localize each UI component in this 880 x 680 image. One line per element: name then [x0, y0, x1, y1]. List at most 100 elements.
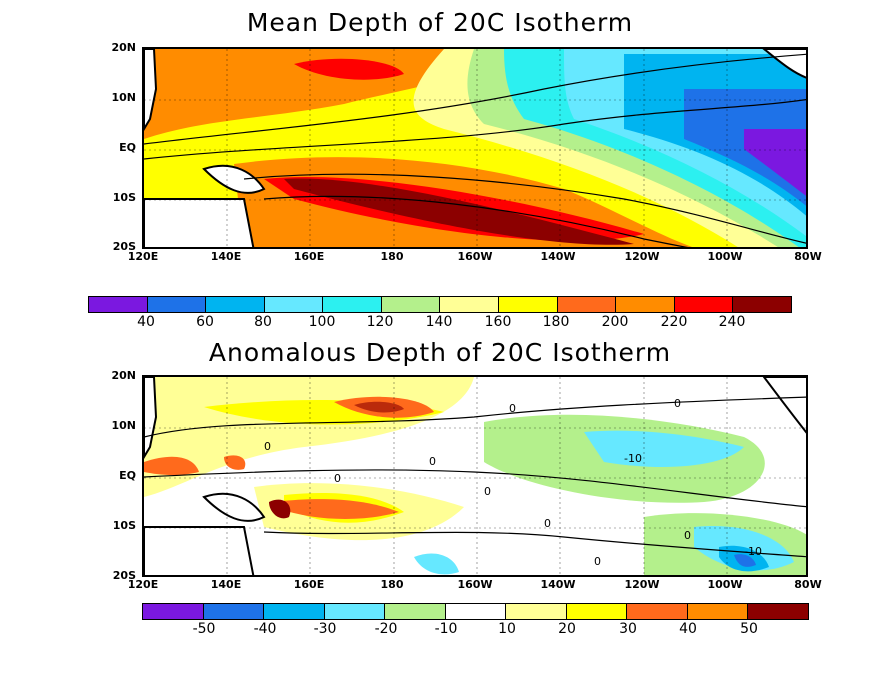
- x-tick-label: 160E: [293, 578, 325, 591]
- x-tick-label: 120E: [127, 578, 159, 591]
- colorbar-label: -40: [253, 621, 277, 637]
- anom-cyan-east: [584, 430, 744, 467]
- colorbar-swatch: [566, 604, 628, 619]
- mean-map-title: Mean Depth of 20C Isotherm: [246, 8, 634, 37]
- colorbar-swatch: [674, 297, 734, 312]
- x-tick-label: 180: [380, 250, 404, 263]
- field-maroon: [284, 178, 634, 245]
- x-tick-label: 160E: [293, 250, 325, 263]
- anom-dark-blue-se: [734, 554, 756, 567]
- colorbar-label: -50: [192, 621, 216, 637]
- colorbar-swatch: [733, 297, 791, 312]
- x-tick-label: 120E: [127, 250, 159, 263]
- field-red-north: [294, 58, 404, 80]
- colorbar-label: -20: [374, 621, 398, 637]
- colorbar-label: 20: [558, 621, 576, 637]
- colorbar-swatch: [499, 297, 558, 312]
- colorbar-swatch: [203, 604, 265, 619]
- x-tick-label: 100W: [707, 250, 743, 263]
- colorbar-label: 200: [601, 314, 629, 330]
- x-tick-label: 80W: [794, 578, 822, 591]
- contour-line: [144, 469, 806, 508]
- colorbar-label: 100: [308, 314, 336, 330]
- contour-label: -10: [744, 545, 762, 558]
- colorbar-swatch: [89, 297, 148, 312]
- colorbar-label: 180: [542, 314, 570, 330]
- colorbar-swatch: [323, 297, 382, 312]
- contour-label: 0: [429, 455, 436, 468]
- contour-line: [144, 53, 806, 145]
- y-tick-label: 20N: [111, 369, 136, 382]
- land-central-america: [762, 49, 806, 79]
- x-tick-label: 160W: [457, 578, 493, 591]
- colorbar-label: 80: [254, 314, 272, 330]
- colorbar-label: 220: [660, 314, 688, 330]
- colorbar-swatch: [557, 297, 617, 312]
- colorbar-swatch: [147, 297, 207, 312]
- y-tick-label: EQ: [119, 141, 136, 154]
- colorbar-label: 40: [137, 314, 155, 330]
- contour-line: [263, 531, 806, 558]
- anomaly-depth-map: 0 0 0 0 0 0 0 0 0 -10 -10: [142, 375, 808, 577]
- x-tick-label: 160W: [457, 250, 493, 263]
- anom-maroon-south: [269, 499, 291, 519]
- colorbar-swatch: [627, 604, 688, 619]
- anomaly-depth-contour-plot: 0 0 0 0 0 0 0 0 0 -10 -10: [144, 377, 806, 575]
- contour-label: 0: [509, 402, 516, 415]
- contour-label: 0: [484, 485, 491, 498]
- colorbar-label: 60: [196, 314, 214, 330]
- contour-line: [243, 173, 806, 244]
- colorbar-swatch: [206, 297, 265, 312]
- y-tick-label: EQ: [119, 469, 136, 482]
- land-new-guinea: [202, 492, 266, 522]
- colorbar-label: 50: [740, 621, 758, 637]
- contour-label: 0: [264, 440, 271, 453]
- colorbar-label: -30: [313, 621, 337, 637]
- colorbar-label: 10: [498, 621, 516, 637]
- x-tick-label: 100W: [707, 578, 743, 591]
- x-tick-label: 140E: [210, 250, 242, 263]
- colorbar-label: 120: [366, 314, 394, 330]
- colorbar-swatch: [445, 604, 507, 619]
- land-new-guinea: [202, 164, 266, 194]
- anom-orange-eq: [144, 456, 199, 476]
- colorbar-swatch: [143, 604, 204, 619]
- colorbar-label: 140: [425, 314, 453, 330]
- y-tick-label: 10S: [112, 519, 136, 532]
- anom-cyan-south: [414, 553, 459, 575]
- x-tick-label: 120W: [624, 578, 660, 591]
- anom-orange-south: [274, 499, 399, 519]
- colorbar-label: -10: [434, 621, 458, 637]
- contour-line: [263, 195, 689, 247]
- contour-label: 0: [684, 529, 691, 542]
- contour-line: [144, 98, 806, 160]
- land-northwest: [144, 49, 158, 131]
- x-tick-label: 140W: [540, 250, 576, 263]
- y-tick-label: 20S: [112, 569, 136, 582]
- y-tick-label: 10N: [111, 91, 136, 104]
- x-tick-label: 180: [380, 578, 404, 591]
- colorbar-swatch: [506, 604, 567, 619]
- colorbar-swatch: [264, 604, 325, 619]
- land-central-america: [762, 377, 806, 434]
- mean-depth-contour-plot: [144, 49, 806, 247]
- colorbar-swatch: [687, 604, 749, 619]
- x-tick-label: 140W: [540, 578, 576, 591]
- land-northwest: [144, 377, 158, 459]
- contour-label: 0: [334, 472, 341, 485]
- contour-label: 0: [674, 397, 681, 410]
- colorbar-swatch: [440, 297, 500, 312]
- colorbar-label: 160: [484, 314, 512, 330]
- x-tick-label: 140E: [210, 578, 242, 591]
- colorbar-swatch: [616, 297, 675, 312]
- anom-red-north: [354, 401, 404, 413]
- y-tick-label: 10S: [112, 191, 136, 204]
- colorbar-swatch: [748, 604, 809, 619]
- colorbar-label: 240: [718, 314, 746, 330]
- colorbar-swatch: [385, 604, 446, 619]
- anomaly-colorbar: [142, 603, 809, 620]
- colorbar-label: 30: [619, 621, 637, 637]
- land-australia: [144, 526, 255, 575]
- x-tick-label: 120W: [624, 250, 660, 263]
- anomaly-map-title: Anomalous Depth of 20C Isotherm: [208, 338, 672, 367]
